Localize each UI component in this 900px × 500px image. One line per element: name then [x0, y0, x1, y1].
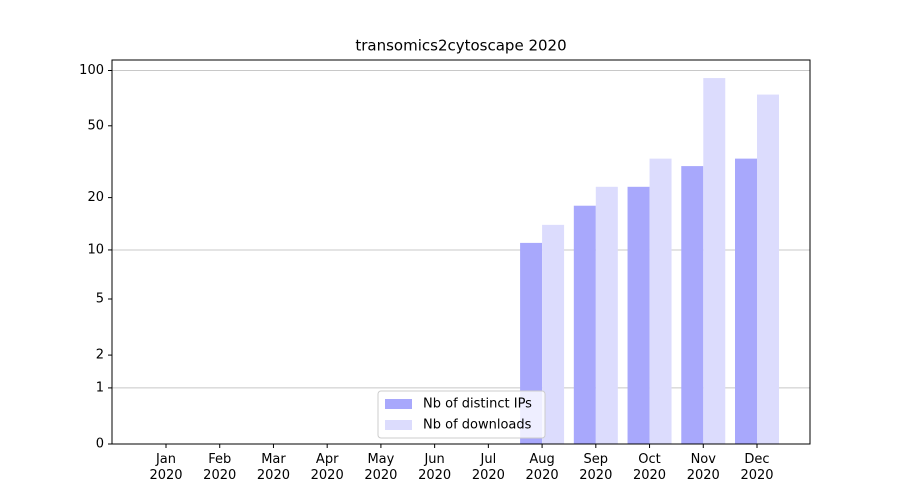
- bar: [703, 78, 726, 445]
- bar: [735, 158, 757, 444]
- legend-label: Nb of distinct IPs: [423, 397, 532, 412]
- x-tick-label: Oct 2020: [632, 452, 667, 483]
- x-tick-label: Jun 2020: [418, 452, 452, 483]
- x-tick-label: Apr 2020: [310, 452, 344, 483]
- x-tick-label: Feb 2020: [203, 452, 237, 483]
- x-tick-label: Aug 2020: [525, 452, 559, 483]
- legend-box: [377, 390, 546, 439]
- y-tick-label: 100: [79, 63, 104, 78]
- y-tick-label: 0: [96, 437, 104, 452]
- x-tick-label: May 2020: [364, 452, 398, 483]
- y-tick-label: 50: [87, 118, 104, 133]
- y-tick-label: 10: [87, 242, 104, 257]
- x-tick-label: Nov 2020: [686, 452, 720, 483]
- legend-swatch: [385, 420, 412, 430]
- chart-title: transomics2cytoscape 2020: [355, 37, 566, 55]
- bar: [573, 205, 596, 444]
- legend-swatch: [385, 399, 412, 409]
- bar: [757, 94, 779, 445]
- x-tick-label: Dec 2020: [740, 452, 774, 483]
- x-tick-label: Mar 2020: [256, 452, 290, 483]
- bar: [627, 186, 650, 444]
- bar: [649, 158, 672, 444]
- axes-frame: [111, 59, 811, 445]
- bar: [542, 224, 565, 444]
- x-tick-label: Sep 2020: [579, 452, 613, 483]
- y-tick-label: 1: [96, 380, 104, 395]
- bar: [681, 166, 704, 444]
- x-tick-label: Jul 2020: [471, 452, 505, 483]
- legend-label: Nb of downloads: [423, 418, 532, 433]
- x-tick-label: Jan 2020: [149, 452, 183, 483]
- y-tick-label: 5: [96, 291, 104, 306]
- bar: [595, 186, 618, 444]
- y-tick-label: 20: [87, 190, 104, 205]
- y-tick-label: 2: [96, 348, 104, 363]
